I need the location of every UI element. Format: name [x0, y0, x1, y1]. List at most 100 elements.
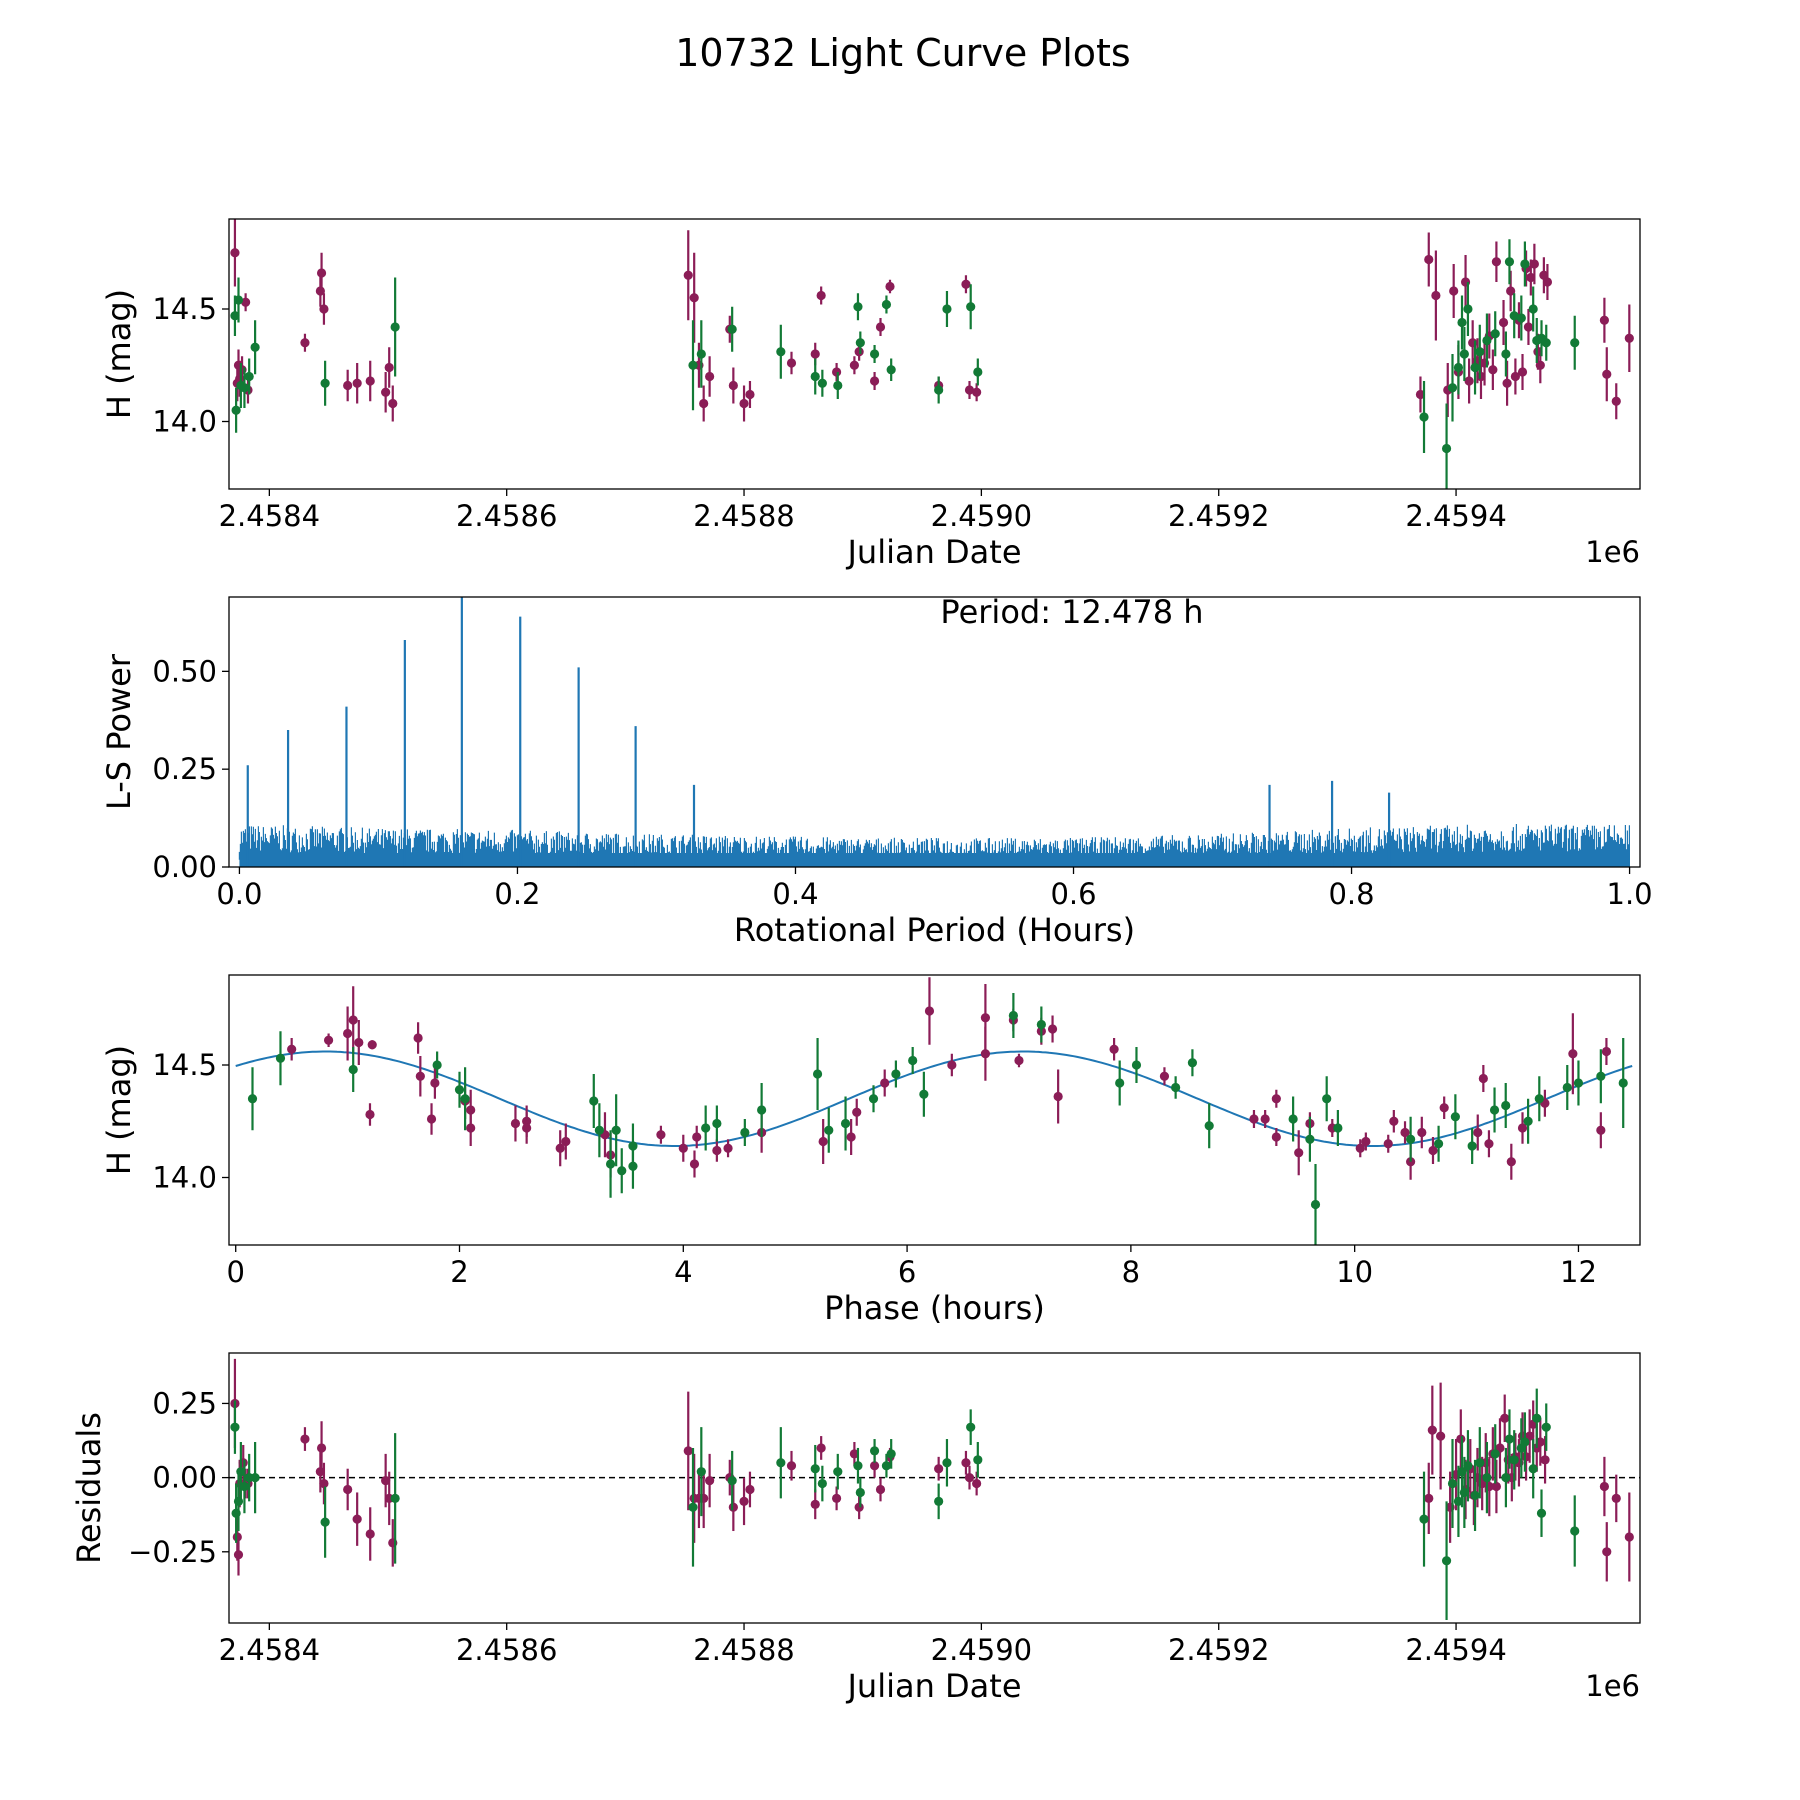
x-tick-label: 2.4592	[1168, 499, 1269, 533]
filter-1-point-40	[1053, 1069, 1063, 1124]
filter-2-point-27	[1131, 1047, 1142, 1083]
data-point	[1441, 1556, 1452, 1566]
filter-2-point-18	[869, 345, 880, 363]
filter-1-point-18	[689, 252, 699, 343]
y-tick-label: 14.0	[152, 1161, 217, 1195]
data-point	[833, 1467, 843, 1477]
data-point	[745, 1484, 755, 1495]
data-point	[232, 1532, 242, 1542]
filter-2-point-44	[1541, 1403, 1551, 1451]
filter-2-point-36	[1501, 1447, 1511, 1508]
filter-2-point-25	[1036, 1006, 1046, 1043]
data-point	[250, 1473, 260, 1483]
filter-1-point-66	[1540, 1436, 1550, 1484]
data-point	[1601, 1046, 1612, 1057]
filter-2-point-37	[1504, 1409, 1515, 1469]
data-point	[966, 302, 976, 312]
filter-2-point-38	[1509, 1430, 1519, 1490]
filter-2-point-7	[594, 1103, 604, 1158]
filter-1-point-28	[816, 1436, 826, 1460]
y-tick-label: 0.25	[152, 752, 217, 786]
data-point	[426, 1114, 437, 1124]
data-point	[972, 387, 982, 397]
filter-2-point-47	[1618, 1038, 1628, 1128]
data-point	[1441, 443, 1452, 454]
data-point	[728, 380, 738, 391]
data-point	[454, 1085, 465, 1095]
filter-1-point-32	[869, 372, 880, 390]
data-point	[855, 1487, 865, 1498]
filter-2-point-7	[320, 360, 330, 406]
filter-1-point-42	[1159, 1067, 1170, 1086]
filter-2-point-13	[810, 358, 820, 395]
x-tick-label: 0.0	[216, 877, 262, 911]
filter-1-point-41	[1109, 1038, 1119, 1061]
data-point	[1504, 1434, 1515, 1444]
y-tick-label: 0.25	[152, 1386, 217, 1420]
filter-2-point-33	[1475, 324, 1485, 379]
x-tick-label: 10	[1336, 1255, 1373, 1289]
data-point	[352, 378, 362, 388]
filter-2-point-9	[611, 1094, 621, 1167]
filter-1-point-21	[705, 356, 715, 397]
data-point	[384, 362, 394, 373]
data-point	[886, 1449, 896, 1459]
data-point	[1570, 1526, 1580, 1536]
data-point	[1509, 1455, 1519, 1465]
filter-1-point-30	[849, 356, 859, 375]
filter-2-point-17	[855, 1477, 865, 1508]
filter-1-point-36	[961, 1450, 971, 1475]
filter-1-point-10	[319, 1462, 329, 1505]
x-tick-label: 2.4584	[219, 1633, 320, 1667]
data-point	[1450, 1112, 1460, 1122]
data-point	[522, 1123, 532, 1133]
residuals-panel: 2.4584 2.4586 2.4588 2.4590 2.4592 2.4594 −0.2…	[70, 1352, 1641, 1705]
x-axis-label: Julian Date	[845, 533, 1021, 571]
data-point	[1115, 1078, 1125, 1088]
data-point	[348, 1064, 358, 1075]
residuals-axes-frame	[228, 1352, 1641, 1624]
filter-1-point-39	[1415, 376, 1426, 413]
filter-1-point-5	[365, 1103, 375, 1126]
data-point	[964, 385, 975, 395]
filter-2-point-5	[244, 358, 254, 395]
filter-2-point-14	[712, 1105, 722, 1142]
data-point	[1536, 1508, 1547, 1518]
data-point	[1570, 338, 1580, 348]
filter-1-point-65	[1535, 347, 1545, 384]
data-point	[942, 1458, 952, 1468]
filter-2-point-21	[891, 1060, 901, 1088]
data-point	[1532, 1413, 1542, 1423]
filter-2-point-41	[1528, 1439, 1538, 1499]
filter-2-point-22	[942, 1439, 952, 1487]
filter-1-point-30	[849, 1442, 859, 1466]
periodogram-panel: 0.0 0.2 0.4 0.6 0.8 1.0 0.00 0.25 0.50 Rotational…	[100, 593, 1653, 949]
data-point	[1541, 1422, 1551, 1432]
data-point	[1361, 1136, 1371, 1147]
data-point	[1406, 1134, 1416, 1144]
data-point	[1498, 317, 1509, 328]
filter-2-point-34	[1322, 1076, 1332, 1122]
data-point	[1516, 313, 1526, 323]
data-point	[241, 297, 251, 307]
filter-1-point-30	[852, 1098, 862, 1126]
data-point	[315, 1467, 325, 1477]
data-point	[367, 1040, 377, 1050]
data-point	[1463, 304, 1473, 314]
filter-1-point-37	[964, 1465, 975, 1490]
data-point	[1463, 1461, 1473, 1471]
data-point	[891, 1069, 901, 1079]
filter-2-point-30	[1459, 327, 1469, 381]
data-point	[233, 1550, 244, 1560]
filter-1-series	[287, 977, 1612, 1180]
filter-1-point-52	[1488, 349, 1498, 390]
filter-1-point-60	[1478, 1065, 1488, 1092]
data-point	[365, 376, 375, 386]
filter-2-point-27	[1447, 354, 1458, 422]
x-axis-label: Julian Date	[845, 1667, 1021, 1705]
data-point	[852, 1107, 862, 1117]
filter-1-point-12	[352, 1492, 362, 1546]
data-point	[343, 1028, 353, 1039]
data-point	[555, 1143, 565, 1153]
data-point	[1535, 1437, 1545, 1447]
